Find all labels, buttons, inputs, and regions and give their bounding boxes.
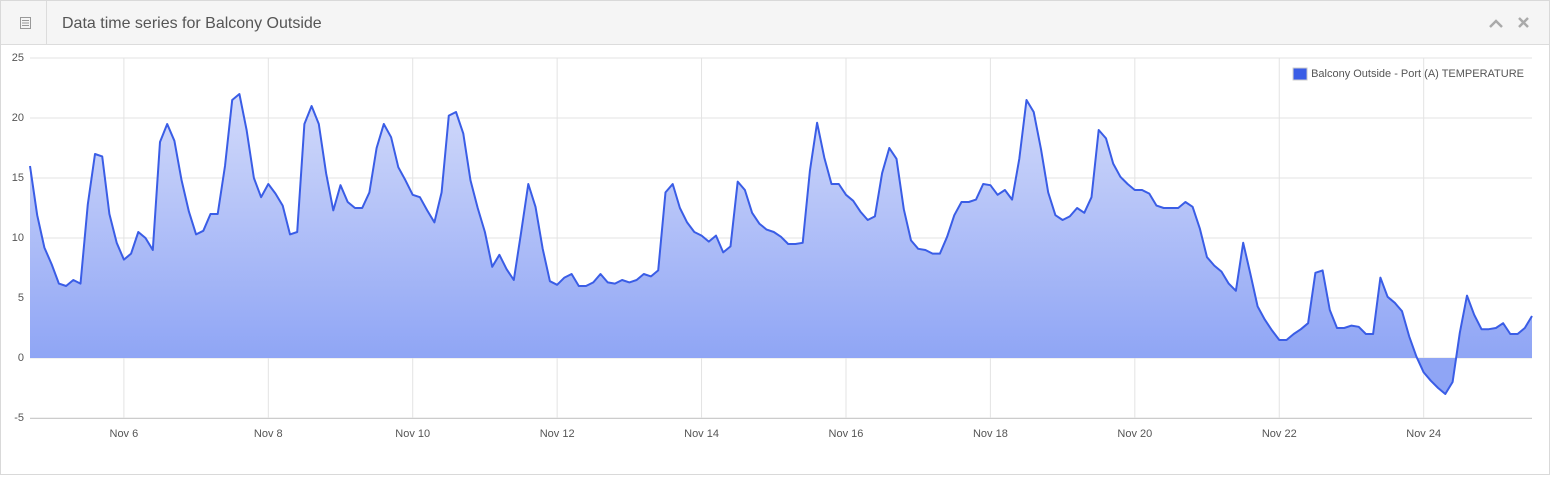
series-line	[29, 93, 1533, 395]
panel-title: Data time series for Balcony Outside	[62, 15, 322, 32]
x-tick-label: Nov 12	[540, 428, 575, 440]
x-tick-label: Nov 24	[1406, 428, 1441, 440]
x-tick-label: Nov 20	[1117, 428, 1152, 440]
list-icon	[20, 17, 31, 29]
x-tick-label: Nov 16	[829, 428, 864, 440]
legend-label: Balcony Outside - Port (A) TEMPERATURE	[1311, 68, 1524, 80]
y-tick-label: 25	[12, 52, 24, 64]
x-tick-label: Nov 6	[110, 428, 139, 440]
collapse-button[interactable]	[1489, 19, 1503, 28]
x-tick-label: Nov 8	[254, 428, 283, 440]
y-tick-label: 10	[12, 232, 24, 244]
x-tick-label: Nov 14	[684, 428, 719, 440]
x-tick-label: Nov 10	[395, 428, 430, 440]
y-tick-label: -5	[14, 412, 24, 424]
y-tick-label: 5	[18, 292, 24, 304]
x-tick-label: Nov 22	[1262, 428, 1297, 440]
legend-swatch	[1292, 67, 1308, 81]
y-tick-label: 20	[12, 112, 24, 124]
panel-header	[1, 1, 1549, 44]
series-area	[30, 94, 1532, 394]
close-button[interactable]	[1518, 17, 1529, 28]
legend-item: Balcony Outside - Port (A) TEMPERATURE	[1292, 67, 1524, 81]
x-tick-label: Nov 18	[973, 428, 1008, 440]
y-tick-label: 15	[12, 172, 24, 184]
y-tick-label: 0	[18, 352, 24, 364]
plot: -5 0 5 10 15 20 25 Nov 6 Nov 8 Nov 10 Nov 12 Nov 14…	[12, 52, 1533, 440]
